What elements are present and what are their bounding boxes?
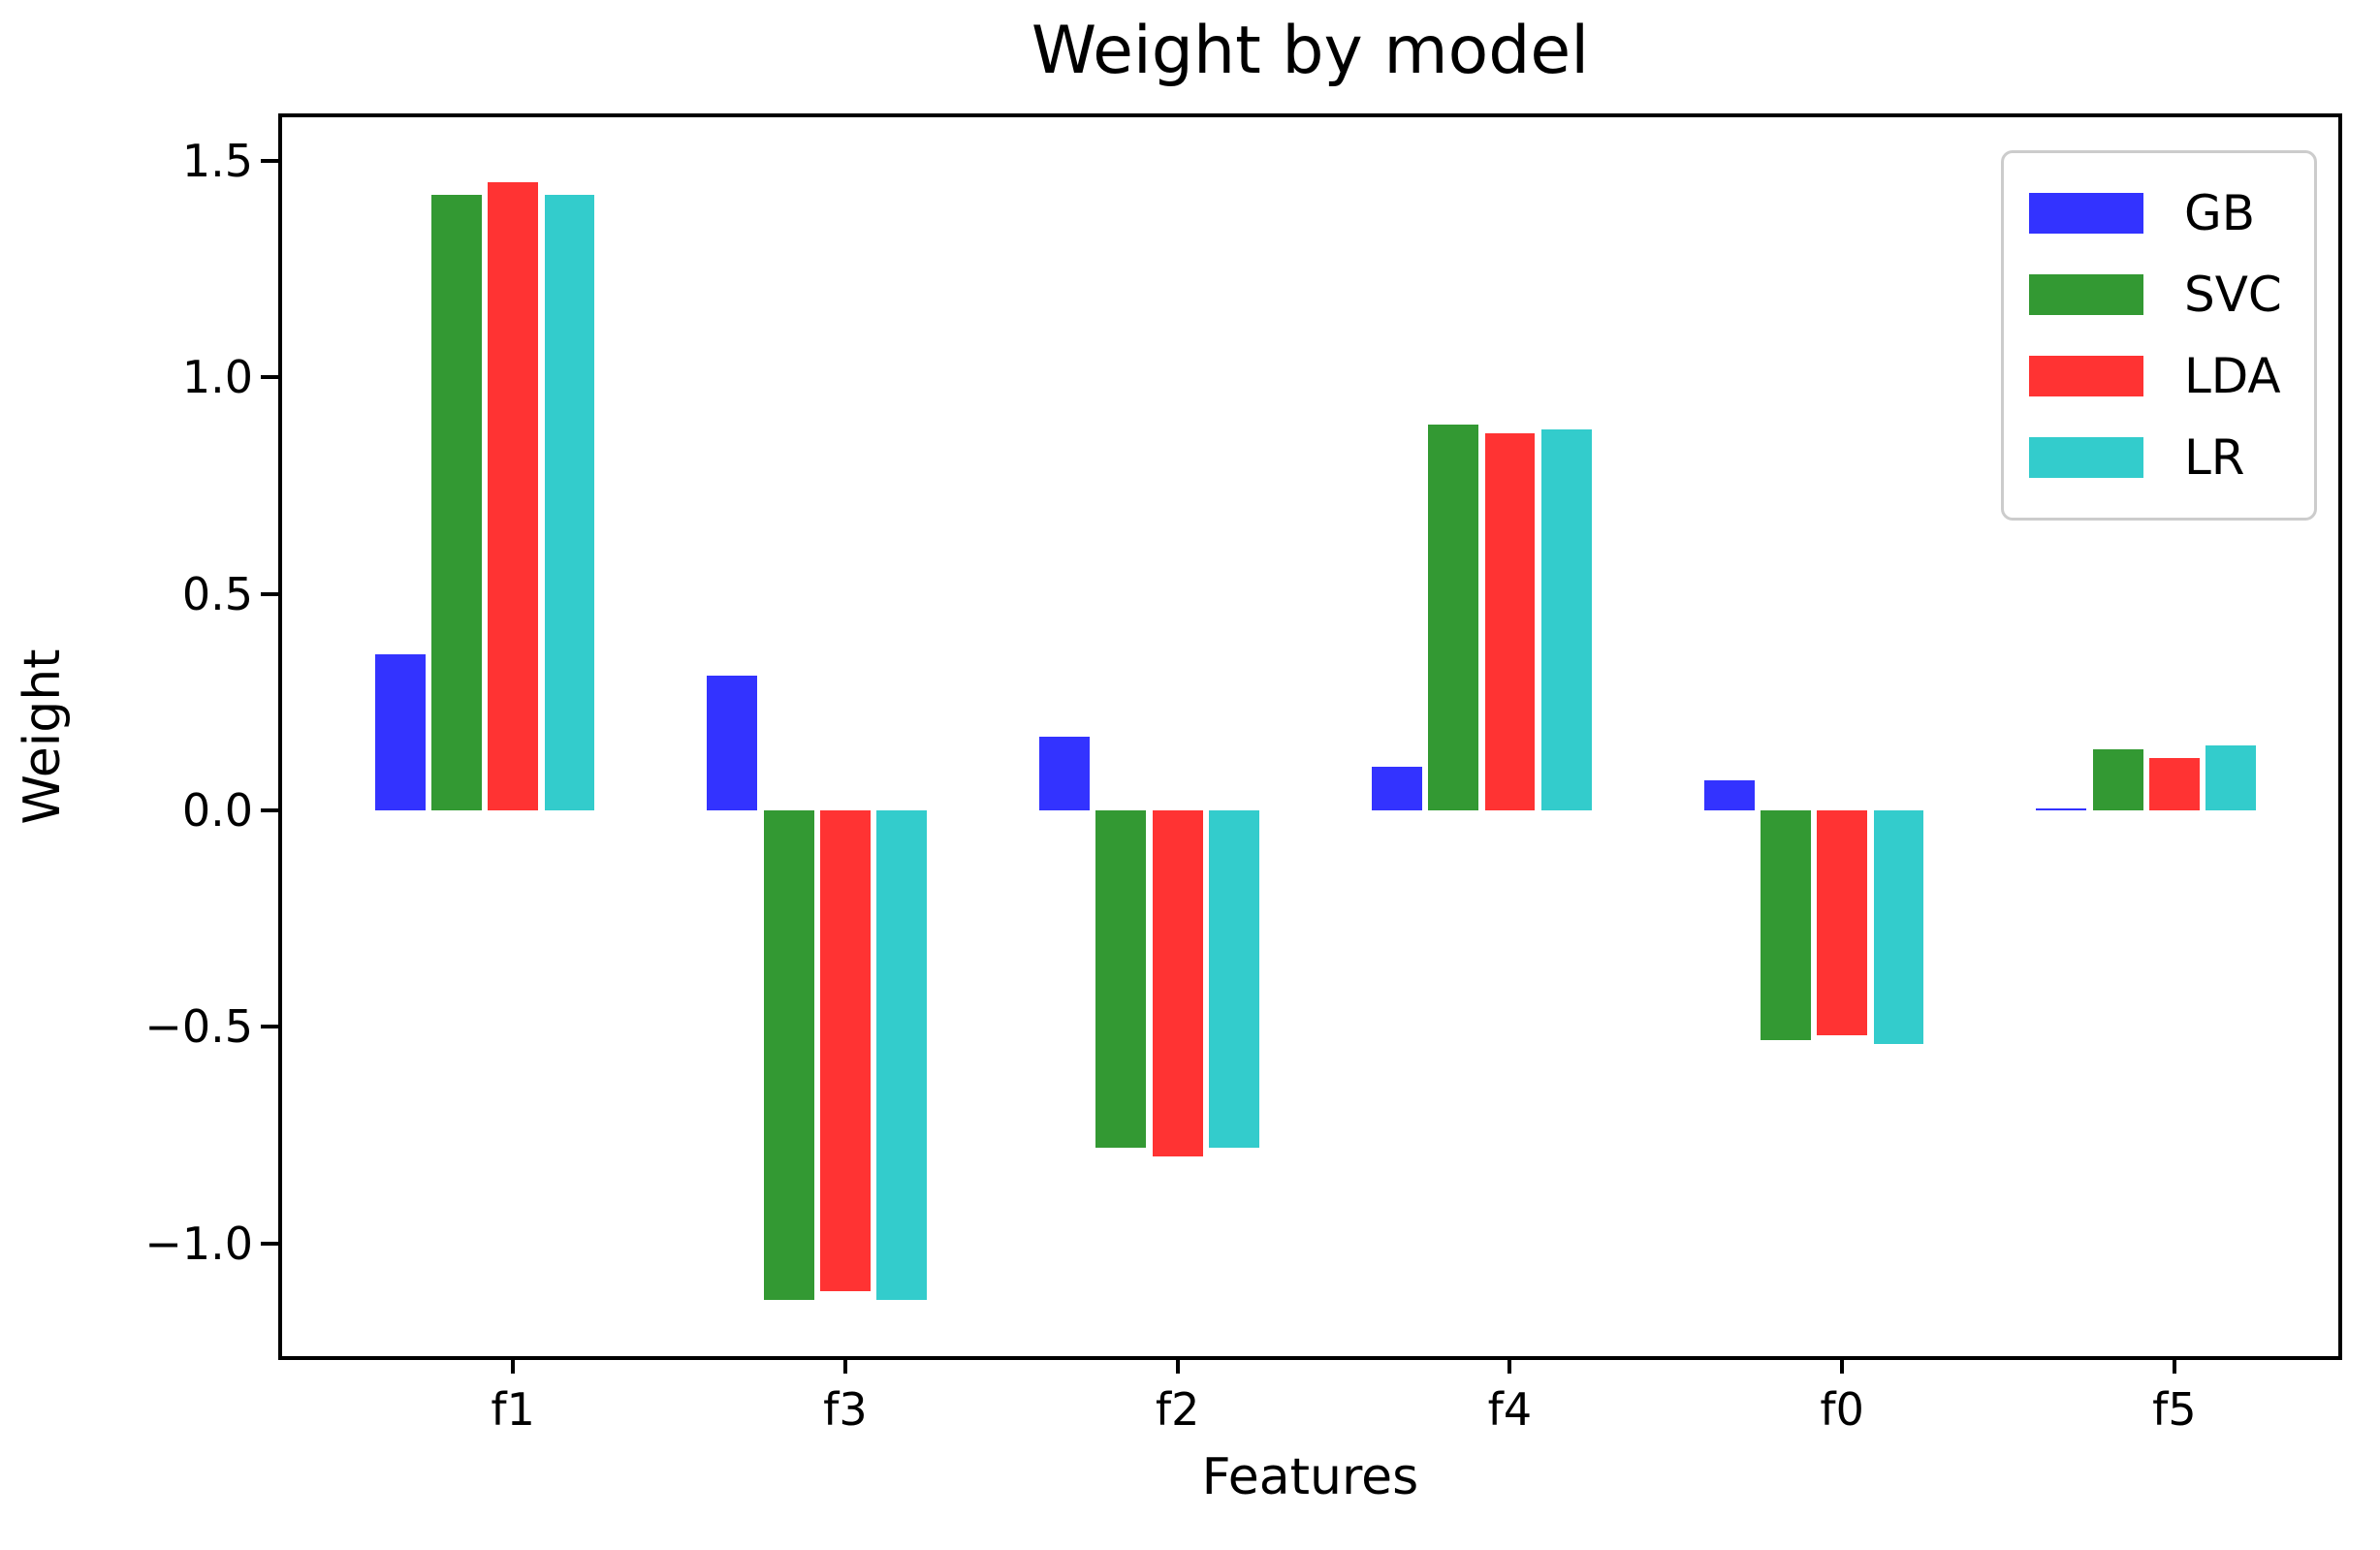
y-tick-mark-1.5 (260, 158, 278, 163)
x-tick-label-f4: f4 (1487, 1382, 1533, 1436)
y-tick-label-0.0: 0.0 (181, 783, 253, 837)
x-tick-label-f0: f0 (1820, 1382, 1864, 1436)
y-tick-label-0.5: 0.5 (181, 567, 253, 620)
legend-label-GB: GB (2183, 185, 2255, 242)
legend: GB SVC LDA LR (2000, 150, 2317, 522)
y-tick-label-−1.0: −1.0 (144, 1217, 253, 1270)
x-tick-mark-f0 (1840, 1355, 1845, 1374)
legend-item-SVC: SVC (2028, 254, 2304, 335)
bar-LR-f1 (544, 195, 595, 810)
y-tick-mark-1.0 (260, 375, 278, 380)
y-tick-mark-−0.5 (260, 1025, 278, 1029)
legend-swatch-LR (2028, 437, 2143, 479)
x-tick-mark-f3 (842, 1355, 847, 1374)
y-tick-mark-−1.0 (260, 1241, 278, 1246)
bar-LDA-f1 (488, 182, 539, 810)
bar-LR-f2 (1209, 809, 1259, 1149)
bar-LDA-f3 (820, 809, 871, 1291)
y-tick-mark-0.0 (260, 807, 278, 812)
bar-GB-f4 (1371, 767, 1422, 810)
y-tick-label-1.5: 1.5 (181, 134, 253, 187)
bar-GB-f2 (1039, 736, 1091, 810)
bar-GB-f1 (374, 654, 426, 810)
legend-label-LDA: LDA (2183, 348, 2281, 405)
x-axis-label: Features (1201, 1448, 1419, 1506)
legend-swatch-GB (2028, 193, 2143, 235)
bar-GB-f3 (707, 676, 758, 810)
x-tick-mark-f4 (1507, 1355, 1512, 1374)
bar-LR-f0 (1873, 809, 1924, 1045)
bar-GB-f5 (2036, 807, 2087, 810)
legend-item-LR: LR (2028, 417, 2304, 498)
bar-SVC-f3 (763, 809, 814, 1300)
bar-GB-f0 (1703, 779, 1755, 810)
bar-LR-f3 (876, 809, 928, 1300)
y-tick-label-−0.5: −0.5 (144, 1000, 253, 1054)
bar-LR-f4 (1540, 428, 1592, 810)
bar-LDA-f5 (2149, 758, 2200, 810)
x-tick-mark-f2 (1175, 1355, 1180, 1374)
legend-item-GB: GB (2028, 173, 2304, 254)
plot-area: 1.5 1.0 0.5 0.0 −0.5 −1.0 f1 f3 f2 f4 f0 f5 GB SVC LDA… (144, 113, 2342, 1432)
y-tick-label-1.0: 1.0 (181, 351, 253, 404)
y-tick-mark-0.5 (260, 591, 278, 596)
x-tick-mark-f5 (2172, 1355, 2176, 1374)
x-tick-label-f5: f5 (2152, 1382, 2197, 1436)
legend-label-LR: LR (2183, 429, 2245, 487)
legend-swatch-LDA (2028, 356, 2143, 397)
bar-SVC-f5 (2092, 749, 2143, 810)
bar-LR-f5 (2205, 744, 2257, 810)
bar-SVC-f4 (1428, 425, 1479, 810)
x-tick-mark-f1 (511, 1355, 516, 1374)
chart-title: Weight by model (1031, 13, 1590, 89)
legend-label-SVC: SVC (2183, 267, 2282, 324)
bar-LDA-f2 (1152, 809, 1203, 1157)
bar-LDA-f4 (1484, 433, 1536, 810)
bar-SVC-f0 (1760, 809, 1811, 1040)
y-axis-label: Weight (14, 648, 72, 825)
bar-LDA-f0 (1817, 809, 1868, 1036)
x-tick-label-f2: f2 (1155, 1382, 1200, 1436)
bar-SVC-f2 (1095, 809, 1147, 1149)
legend-swatch-SVC (2028, 274, 2143, 316)
bar-SVC-f1 (430, 195, 482, 810)
x-tick-label-f3: f3 (823, 1382, 868, 1436)
x-tick-label-f1: f1 (491, 1382, 535, 1436)
legend-item-LDA: LDA (2028, 335, 2304, 417)
